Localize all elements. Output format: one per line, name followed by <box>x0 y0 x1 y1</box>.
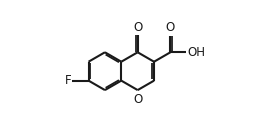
Text: O: O <box>166 21 175 34</box>
Text: OH: OH <box>187 46 205 59</box>
Text: O: O <box>133 21 142 34</box>
Text: O: O <box>133 93 142 106</box>
Text: F: F <box>64 74 71 87</box>
